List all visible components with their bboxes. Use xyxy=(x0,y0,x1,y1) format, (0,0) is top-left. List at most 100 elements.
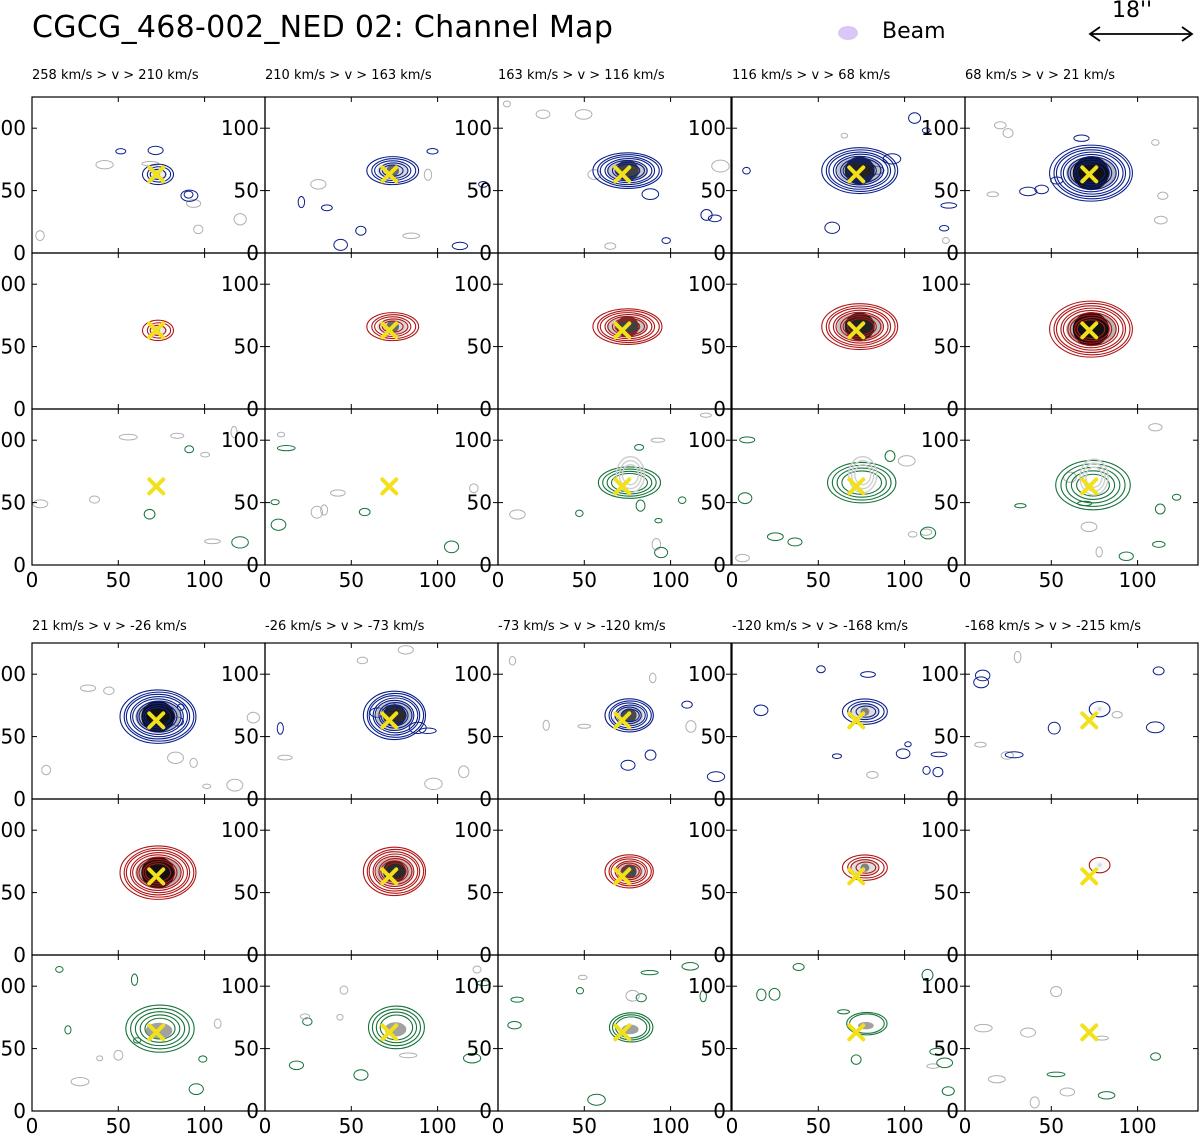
red-contour-level xyxy=(1088,856,1111,874)
noise-contour xyxy=(575,509,584,518)
panel-green-7 xyxy=(497,954,732,1112)
red-contour-level xyxy=(592,308,663,346)
y-tick-label: 50 xyxy=(467,725,492,749)
panel-green-2 xyxy=(497,408,732,566)
x-tick-label: 100 xyxy=(885,568,923,592)
noise-contour xyxy=(654,517,663,524)
x-tick-label: 100 xyxy=(418,1114,456,1137)
noise-contour xyxy=(1020,1027,1037,1038)
noise-contour xyxy=(766,532,784,542)
noise-contour xyxy=(930,751,948,758)
noise-contour xyxy=(1150,1052,1161,1061)
y-tick-label: 100 xyxy=(221,428,259,452)
panel-red-9 xyxy=(964,798,1199,956)
panel-frame xyxy=(964,954,1199,1112)
noise-contour xyxy=(333,238,348,251)
noise-contour xyxy=(1118,551,1134,562)
noise-contour xyxy=(941,1086,955,1096)
noise-contour xyxy=(402,232,421,240)
blue-contour-level xyxy=(1069,158,1113,188)
y-tick-label: 0 xyxy=(13,553,26,577)
red-contour-level xyxy=(620,864,640,879)
noise-contour xyxy=(310,505,324,519)
blue-contour-level xyxy=(149,168,167,181)
y-tick-label: 0 xyxy=(246,1099,259,1123)
y-tick-label: 0 xyxy=(946,787,959,811)
noise-contour xyxy=(641,188,660,201)
y-tick-label: 0 xyxy=(246,787,259,811)
center-marker xyxy=(380,1023,399,1042)
noise-contour xyxy=(604,242,617,250)
noise-contour xyxy=(1047,721,1061,735)
y-tick-label: 50 xyxy=(234,335,259,359)
y-tick-label: 0 xyxy=(479,787,492,811)
red-contour-level xyxy=(1074,316,1110,342)
x-tick-label: 50 xyxy=(572,1114,597,1137)
y-tick-label: 100 xyxy=(0,272,26,296)
red-contour-level xyxy=(850,859,880,877)
noise-contour xyxy=(707,214,722,223)
noise-contour xyxy=(648,672,657,684)
noise-contour xyxy=(288,1060,305,1071)
noise-contour xyxy=(650,437,666,443)
noise-contour xyxy=(1148,423,1163,432)
panel-green-3 xyxy=(731,408,966,566)
y-tick-label: 50 xyxy=(934,335,959,359)
noise-contour xyxy=(921,968,934,982)
blue-contour-level xyxy=(620,708,640,723)
red-contour-level xyxy=(136,856,182,889)
noise-contour xyxy=(423,168,433,181)
noise-contour xyxy=(118,433,138,441)
noise-contour xyxy=(535,109,551,119)
red-contour-level xyxy=(119,845,197,900)
noise-contour xyxy=(929,1047,945,1056)
velocity-label: 68 km/s > v > 21 km/s xyxy=(965,68,1116,83)
panel-green-4 xyxy=(964,408,1199,566)
noise-contour xyxy=(907,531,918,538)
blue-contour-level xyxy=(1062,153,1120,193)
blue-contour-level xyxy=(592,152,663,190)
noise-contour xyxy=(574,109,593,120)
x-tick-label: 0 xyxy=(492,568,505,592)
noise-contour xyxy=(932,766,944,778)
y-tick-label: 50 xyxy=(934,1037,959,1061)
velocity-label: -26 km/s > v > -73 km/s xyxy=(265,619,425,634)
noise-contour xyxy=(1004,751,1024,759)
blue-contour-level xyxy=(362,690,427,741)
panel-blue-9 xyxy=(964,642,1199,800)
noise-contour xyxy=(399,1052,418,1059)
noise-contour xyxy=(310,178,327,190)
x-tick-label: 0 xyxy=(959,1114,972,1137)
noise-contour xyxy=(706,771,726,783)
noise-contour xyxy=(469,483,479,494)
blue-contour-level xyxy=(821,147,899,195)
y-tick-label: 0 xyxy=(713,397,726,421)
noise-contour xyxy=(884,450,896,463)
noise-contour xyxy=(1080,521,1098,533)
blue-contour-level xyxy=(144,707,172,727)
blue-contour-level xyxy=(366,156,420,186)
noise-contour xyxy=(920,526,937,540)
center-marker xyxy=(147,867,166,886)
noise-contour xyxy=(95,159,114,170)
x-tick-label: 100 xyxy=(885,1114,923,1137)
y-tick-label: 100 xyxy=(0,116,26,140)
center-marker xyxy=(613,1023,632,1042)
noise-contour xyxy=(685,720,697,733)
center-marker xyxy=(380,165,399,184)
y-tick-label: 50 xyxy=(467,491,492,515)
x-tick-label: 50 xyxy=(806,1114,831,1137)
red-contour-level xyxy=(1049,300,1133,358)
x-tick-label: 100 xyxy=(651,1114,689,1137)
center-marker xyxy=(147,1023,166,1042)
noise-contour xyxy=(897,455,916,467)
red-contour-level xyxy=(1055,305,1127,354)
center-marker xyxy=(847,1023,866,1042)
y-tick-label: 0 xyxy=(713,553,726,577)
center-marker xyxy=(613,321,632,340)
noise-contour xyxy=(1034,184,1049,195)
blue-contour-level xyxy=(146,166,172,183)
y-tick-label: 50 xyxy=(234,725,259,749)
y-tick-label: 100 xyxy=(688,116,726,140)
red-contour-level xyxy=(366,312,420,342)
